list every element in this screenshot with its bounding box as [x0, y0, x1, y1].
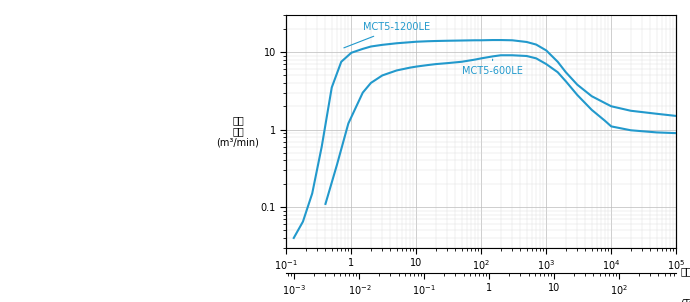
Text: 圧力（Pa）: 圧力（Pa）	[680, 266, 690, 276]
Text: (Torr): (Torr)	[680, 299, 690, 302]
Text: MCT5-600LE: MCT5-600LE	[462, 59, 522, 76]
Text: MCT5-1200LE: MCT5-1200LE	[344, 22, 430, 48]
Text: 排気
速度
(m³/min): 排気 速度 (m³/min)	[217, 115, 259, 148]
